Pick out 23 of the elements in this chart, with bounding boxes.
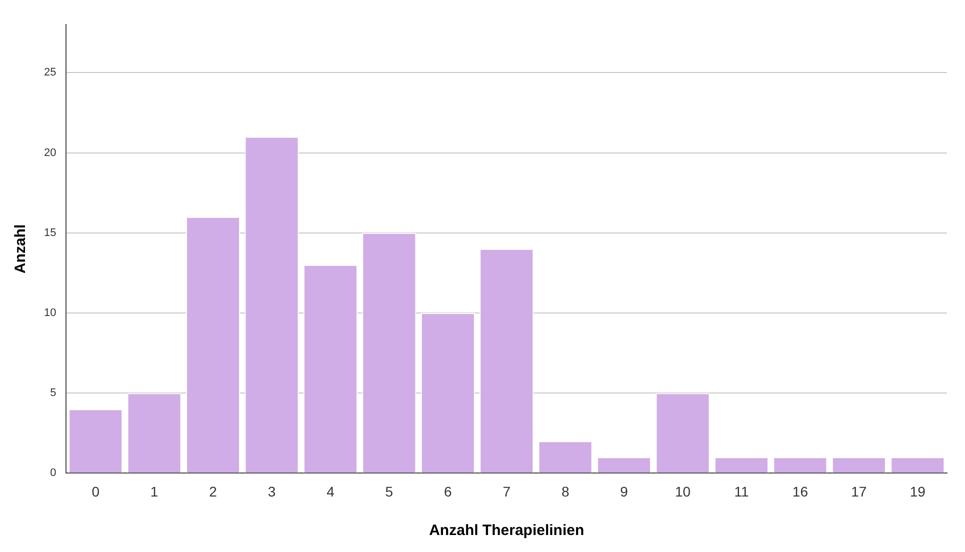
y-axis-title: Anzahl xyxy=(12,224,30,274)
x-tick-label: 5 xyxy=(385,483,394,500)
y-tick-label: 25 xyxy=(44,66,56,79)
x-axis-title: Anzahl Therapielinien xyxy=(429,522,584,540)
y-tick-label: 5 xyxy=(50,387,56,400)
y-tick-label: 0 xyxy=(50,467,56,480)
x-tick-label: 17 xyxy=(851,483,867,500)
x-tick-label: 0 xyxy=(92,483,100,500)
x-tick-label: 11 xyxy=(734,483,749,500)
x-tick-label: 4 xyxy=(326,483,335,500)
x-tick-label: 1 xyxy=(150,483,158,500)
x-tick-label: 2 xyxy=(209,483,218,500)
y-tick-label: 20 xyxy=(44,146,56,159)
x-tick-label: 3 xyxy=(268,483,276,500)
x-tick-label: 16 xyxy=(792,483,808,500)
x-tick-label: 19 xyxy=(910,483,926,500)
y-tick-label: 10 xyxy=(44,307,56,320)
x-tick-label: 8 xyxy=(561,483,570,500)
x-tick-label: 9 xyxy=(620,483,628,500)
x-tick-label: 7 xyxy=(502,483,511,500)
x-tick-label: 10 xyxy=(674,483,691,500)
x-tick-label: 6 xyxy=(444,483,452,500)
y-tick-label: 15 xyxy=(44,226,56,239)
